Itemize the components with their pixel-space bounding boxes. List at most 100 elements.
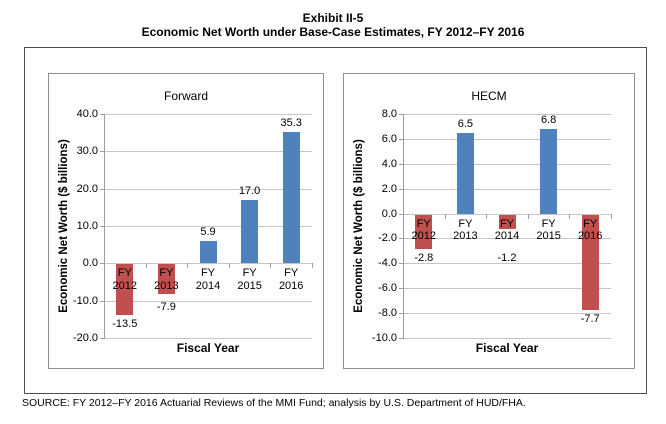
bar-positive — [282, 131, 300, 264]
y-axis-tick — [399, 263, 403, 265]
y-tick-label: 10.0 — [76, 220, 98, 232]
bar-positive — [241, 199, 259, 264]
forward-chart: Forward Economic Net Worth ($ billions) … — [48, 73, 324, 369]
y-tick-label: 8.0 — [381, 108, 397, 120]
y-tick-label: 4.0 — [381, 157, 397, 170]
bar-value-label: -7.9 — [156, 301, 176, 314]
y-axis-tick — [100, 114, 104, 115]
bar-value-label: 17.0 — [238, 184, 261, 197]
y-tick-label: 2.0 — [381, 182, 397, 195]
bar-positive — [456, 132, 474, 214]
y-axis-tick — [399, 238, 403, 240]
y-axis-tick — [100, 263, 104, 265]
y-axis-tick — [399, 213, 403, 215]
bar-positive — [199, 241, 217, 264]
gridline — [104, 338, 312, 339]
bar-negative — [116, 264, 134, 315]
category-label: FY 2013 — [154, 267, 179, 292]
category-label: FY 2013 — [453, 217, 478, 243]
category-label: FY 2014 — [195, 267, 221, 292]
y-tick-label: -10.0 — [371, 332, 397, 344]
gridline — [104, 151, 312, 153]
y-tick-label: 20.0 — [76, 182, 98, 195]
plot-area-forward: 40.0 30.0 20.0 10.0 0.0 -10.0 -20.0 -13.5 FY 2012… — [73, 108, 313, 344]
gridline — [403, 163, 611, 165]
x-axis-tick — [187, 263, 189, 269]
bar-value-label: 5.9 — [200, 226, 216, 239]
y-tick-label: 0.0 — [82, 257, 98, 270]
y-tick-label: -20.0 — [72, 332, 98, 344]
y-tick-label: 30.0 — [76, 145, 98, 158]
gridline — [403, 288, 611, 290]
y-tick-label: -8.0 — [378, 307, 397, 320]
gridline — [104, 114, 312, 115]
gridline — [104, 300, 312, 302]
x-axis-tick — [444, 213, 446, 219]
bar-value-label: 35.3 — [280, 116, 302, 129]
x-axis-title: Fiscal Year — [475, 341, 539, 355]
gridline — [403, 263, 611, 265]
bar-negative — [498, 214, 516, 230]
y-axis-tick — [399, 114, 403, 115]
y-axis-tick — [399, 138, 403, 140]
y-axis-tick — [100, 300, 104, 302]
x-axis-tick — [527, 213, 529, 219]
bar-value-label: -2.8 — [414, 252, 434, 265]
y-axis-line — [403, 114, 404, 339]
chart-title-hecm: HECM — [471, 89, 507, 103]
x-axis-tick — [145, 263, 147, 269]
chart-title-forward: Forward — [163, 89, 208, 103]
x-axis-tick — [486, 213, 488, 219]
x-axis-tick — [270, 263, 272, 269]
category-label: FY 2014 — [494, 217, 520, 243]
x-axis-tick — [228, 263, 230, 269]
y-axis-line — [104, 114, 105, 339]
gridline — [403, 188, 611, 190]
hecm-chart: HECM Economic Net Worth ($ billions) Fis… — [343, 73, 635, 369]
y-tick-label: -6.0 — [378, 282, 397, 295]
x-axis-title: Fiscal Year — [176, 341, 240, 355]
y-tick-label: -10.0 — [72, 294, 98, 307]
plot-area-hecm: 8.0 6.0 4.0 2.0 0.0 -2.0 -4.0 -6.0 -8.0 -10.0 -2.8… — [372, 108, 612, 344]
bar-value-label: -7.7 — [580, 313, 600, 326]
gridline — [403, 213, 611, 215]
bar-negative — [157, 264, 175, 294]
y-axis-tick — [100, 338, 104, 339]
bar-value-label: -13.5 — [112, 317, 138, 330]
y-axis-tick — [399, 338, 403, 339]
x-axis-tick — [611, 213, 612, 219]
gridline — [403, 313, 611, 315]
gridline — [403, 138, 611, 140]
y-axis-tick — [100, 151, 104, 153]
gridline — [104, 263, 312, 265]
y-tick-label: 6.0 — [381, 132, 397, 145]
category-label: FY 2016 — [577, 217, 603, 243]
figure-title: Exhibit II-5 Economic Net Worth under Ba… — [0, 11, 666, 39]
category-label: FY 2012 — [112, 267, 138, 292]
y-axis-tick — [399, 188, 403, 190]
gridline — [403, 114, 611, 115]
y-axis-tick — [399, 163, 403, 165]
figure-title-line2: Economic Net Worth under Base-Case Estim… — [141, 25, 525, 39]
bar-negative — [581, 214, 599, 311]
gridline — [104, 226, 312, 227]
source-note: SOURCE: FY 2012–FY 2016 Actuarial Review… — [22, 397, 526, 409]
category-label: FY 2016 — [278, 267, 304, 292]
y-tick-label: -2.0 — [378, 232, 397, 245]
bar-positive — [540, 128, 558, 214]
figure-frame — [24, 47, 647, 394]
figure-title-line1: Exhibit II-5 — [302, 11, 364, 25]
y-axis-tick — [399, 313, 403, 315]
category-label: FY 2012 — [411, 217, 437, 243]
category-label: FY 2015 — [536, 217, 561, 243]
y-tick-label: -4.0 — [378, 257, 397, 270]
x-axis-tick — [569, 213, 571, 219]
bar-value-label: -1.2 — [497, 251, 517, 264]
x-axis-tick — [104, 263, 105, 269]
x-axis-tick — [312, 263, 313, 269]
y-axis-tick — [399, 288, 403, 290]
bar-negative — [415, 214, 433, 250]
bar-value-label: 6.5 — [457, 117, 474, 130]
gridline — [403, 238, 611, 240]
